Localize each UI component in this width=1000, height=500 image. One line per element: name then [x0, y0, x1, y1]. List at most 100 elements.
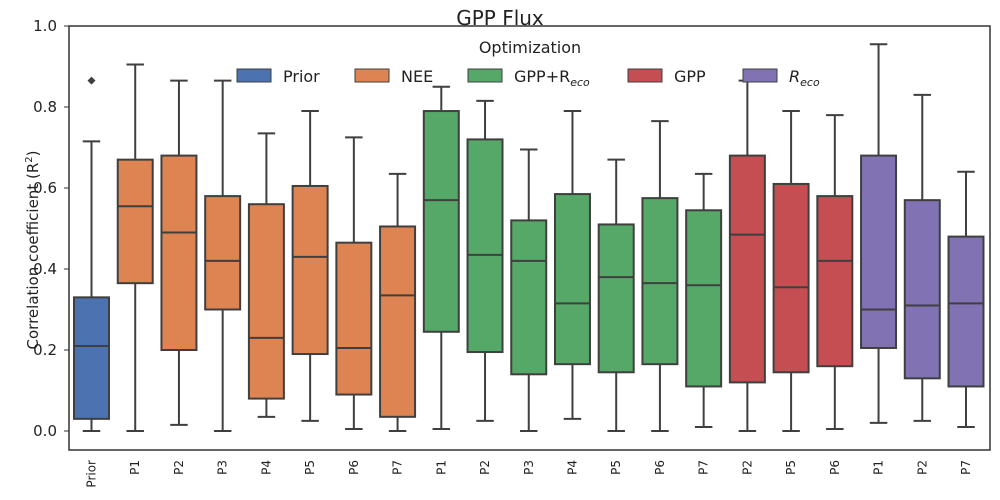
box-18	[816, 114, 854, 430]
x-tick-label: P7	[391, 460, 405, 475]
outlier-point	[87, 76, 96, 85]
legend-item: Reco	[742, 67, 820, 89]
box-14	[641, 120, 679, 432]
box-2	[116, 63, 154, 432]
y-tick-label: 0.2	[33, 341, 57, 359]
iqr-box	[947, 235, 985, 388]
box-17	[772, 110, 810, 432]
iqr-box	[73, 296, 110, 420]
x-tick-label: P2	[172, 460, 186, 475]
x-tick-label: P1	[434, 460, 448, 475]
iqr-box	[116, 158, 154, 285]
legend-label-main: R	[789, 67, 800, 86]
iqr-box	[335, 241, 373, 396]
legend-swatch	[742, 68, 778, 83]
y-axis-label-main: Correlation coefficient (R	[24, 163, 42, 350]
legend-label: Reco	[789, 67, 820, 89]
iqr-box	[422, 110, 460, 333]
legend-swatch	[236, 68, 272, 83]
y-axis-label-tail: )	[24, 151, 42, 157]
legend-item: GPP	[627, 67, 706, 86]
legend-label-main: Prior	[283, 67, 320, 86]
x-tick-label: P3	[216, 460, 230, 475]
legend-item: GPP+Reco	[467, 67, 590, 89]
y-tick-label: 0.6	[33, 179, 57, 197]
legend-swatch	[467, 68, 503, 83]
box-21	[947, 170, 985, 428]
iqr-box	[641, 197, 679, 366]
x-tick-label: Prior	[85, 460, 99, 488]
x-tick-label: P3	[522, 460, 536, 475]
legend-label-main: NEE	[401, 67, 433, 86]
iqr-box	[728, 154, 766, 384]
iqr-box	[379, 225, 417, 418]
iqr-box	[291, 184, 329, 356]
legend-label: GPP	[674, 67, 706, 86]
iqr-box	[247, 203, 285, 400]
y-tick-label: 0.4	[33, 260, 57, 278]
iqr-box	[466, 138, 504, 354]
iqr-box	[685, 209, 723, 388]
x-tick-label: P5	[609, 460, 623, 475]
box-7	[335, 136, 373, 430]
box-13	[597, 158, 635, 432]
box-11	[510, 148, 548, 432]
x-tick-label: P4	[259, 460, 273, 475]
legend-label: Prior	[283, 67, 320, 86]
legend-label: GPP+Reco	[514, 67, 590, 89]
box-4	[204, 79, 242, 432]
x-tick-label: P2	[740, 460, 754, 475]
legend-title: Optimization	[479, 38, 581, 57]
y-axis-label: Correlation coefficient (R2)	[24, 151, 42, 350]
box-8	[379, 172, 417, 432]
legend-label-subscript: eco	[570, 76, 590, 89]
x-tick-label: P5	[784, 460, 798, 475]
x-tick-label: P1	[872, 460, 886, 475]
legend-label-main: GPP+R	[514, 67, 570, 86]
x-tick-label: P7	[697, 460, 711, 475]
box-3	[160, 79, 198, 426]
box-20	[903, 93, 941, 422]
y-axis-label-superscript: 2	[24, 156, 35, 162]
iqr-box	[903, 199, 941, 380]
y-tick-label: 0.8	[33, 98, 57, 116]
box-15	[685, 172, 723, 428]
legend-item: Prior	[236, 67, 320, 86]
legend-item: NEE	[354, 67, 433, 86]
box-12	[553, 110, 591, 420]
y-tick-label: 0.0	[33, 422, 57, 440]
legend: Optimization Prior NEE GPP+Reco GPP Reco	[236, 38, 820, 89]
legend-swatch	[354, 68, 390, 83]
iqr-box	[772, 182, 810, 374]
x-tick-label: P5	[303, 460, 317, 475]
x-tick-label: P2	[478, 460, 492, 475]
iqr-box	[510, 219, 548, 376]
plot-area	[73, 43, 985, 432]
box-10	[466, 99, 504, 422]
x-tick-label: P6	[828, 460, 842, 475]
box-19	[860, 43, 898, 424]
x-tick-label: P6	[653, 460, 667, 475]
x-axis: Prior P1 P2 P3 P4 P5 P6 P7 P1 P2 P3 P4 P5 P6 P7 P2 P5 P6 P…	[85, 460, 974, 488]
iqr-box	[204, 195, 242, 311]
legend-swatch	[627, 68, 663, 83]
y-axis: 0.0 0.2 0.4 0.6 0.8 1.0	[33, 17, 69, 440]
iqr-box	[553, 193, 591, 366]
plot-frame	[68, 25, 991, 451]
iqr-box	[860, 154, 898, 349]
iqr-box	[160, 154, 198, 351]
box-16	[728, 79, 766, 432]
legend-label: NEE	[401, 67, 433, 86]
x-tick-label: P6	[347, 460, 361, 475]
iqr-box	[597, 223, 635, 374]
box-6	[291, 110, 329, 422]
box-1	[73, 76, 110, 432]
x-tick-label: P2	[915, 460, 929, 475]
x-tick-label: P7	[959, 460, 973, 475]
box-9	[422, 85, 460, 430]
y-tick-label: 1.0	[33, 17, 57, 35]
box-5	[247, 132, 285, 418]
legend-label-subscript: eco	[800, 76, 820, 89]
iqr-box	[816, 195, 854, 368]
